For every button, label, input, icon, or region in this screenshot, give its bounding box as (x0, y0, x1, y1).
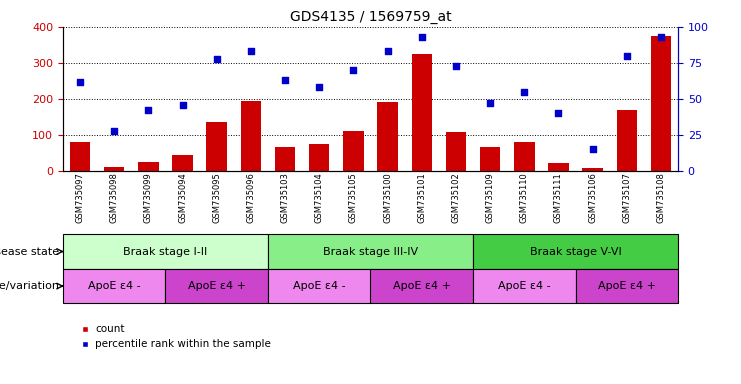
Bar (377, 103, 398, 171)
Text: ApoE ε4 +: ApoE ε4 + (598, 281, 656, 291)
Bar (514, 142, 534, 171)
Title: GDS4135 / 1569759_at: GDS4135 / 1569759_at (290, 10, 451, 25)
Bar (104, 167, 124, 171)
Point (450, 63, 462, 69)
Bar (173, 155, 193, 171)
Point (313, 84, 325, 91)
Point (382, 48, 393, 55)
Bar (473, 234, 678, 269)
Bar (309, 144, 330, 171)
Bar (548, 163, 568, 171)
Bar (617, 110, 637, 171)
Bar (70, 142, 90, 171)
Legend: count, percentile rank within the sample: count, percentile rank within the sample (76, 320, 276, 354)
Text: ApoE ε4 -: ApoE ε4 - (498, 281, 551, 291)
Bar (411, 54, 432, 171)
Point (245, 48, 257, 55)
Bar (651, 36, 671, 171)
Bar (138, 162, 159, 171)
Point (74, 79, 86, 85)
Text: disease state: disease state (0, 247, 59, 257)
Bar (241, 101, 261, 171)
Point (621, 53, 633, 59)
Bar (445, 132, 466, 171)
Text: ApoE ε4 -: ApoE ε4 - (293, 281, 345, 291)
Point (279, 77, 291, 83)
Point (142, 107, 154, 114)
Bar (582, 168, 603, 171)
Bar (370, 269, 473, 303)
Bar (343, 131, 364, 171)
Bar (207, 122, 227, 171)
Bar (63, 269, 165, 303)
Point (484, 100, 496, 106)
Bar (268, 269, 370, 303)
Text: Braak stage III-IV: Braak stage III-IV (323, 247, 418, 257)
Bar (576, 269, 678, 303)
Point (348, 67, 359, 73)
Text: genotype/variation: genotype/variation (0, 281, 59, 291)
Point (518, 89, 530, 95)
Text: ApoE ε4 +: ApoE ε4 + (187, 281, 246, 291)
Bar (63, 234, 268, 269)
Text: Braak stage V-VI: Braak stage V-VI (530, 247, 622, 257)
Bar (275, 147, 296, 171)
Point (176, 101, 188, 108)
Point (108, 127, 120, 134)
Bar (480, 147, 500, 171)
Point (210, 56, 222, 62)
Bar (268, 234, 473, 269)
Bar (473, 269, 576, 303)
Point (655, 34, 667, 40)
Text: Braak stage I-II: Braak stage I-II (123, 247, 207, 257)
Text: ApoE ε4 +: ApoE ε4 + (393, 281, 451, 291)
Text: ApoE ε4 -: ApoE ε4 - (88, 281, 141, 291)
Point (587, 146, 599, 152)
Point (416, 34, 428, 40)
Bar (165, 269, 268, 303)
Point (553, 110, 565, 116)
